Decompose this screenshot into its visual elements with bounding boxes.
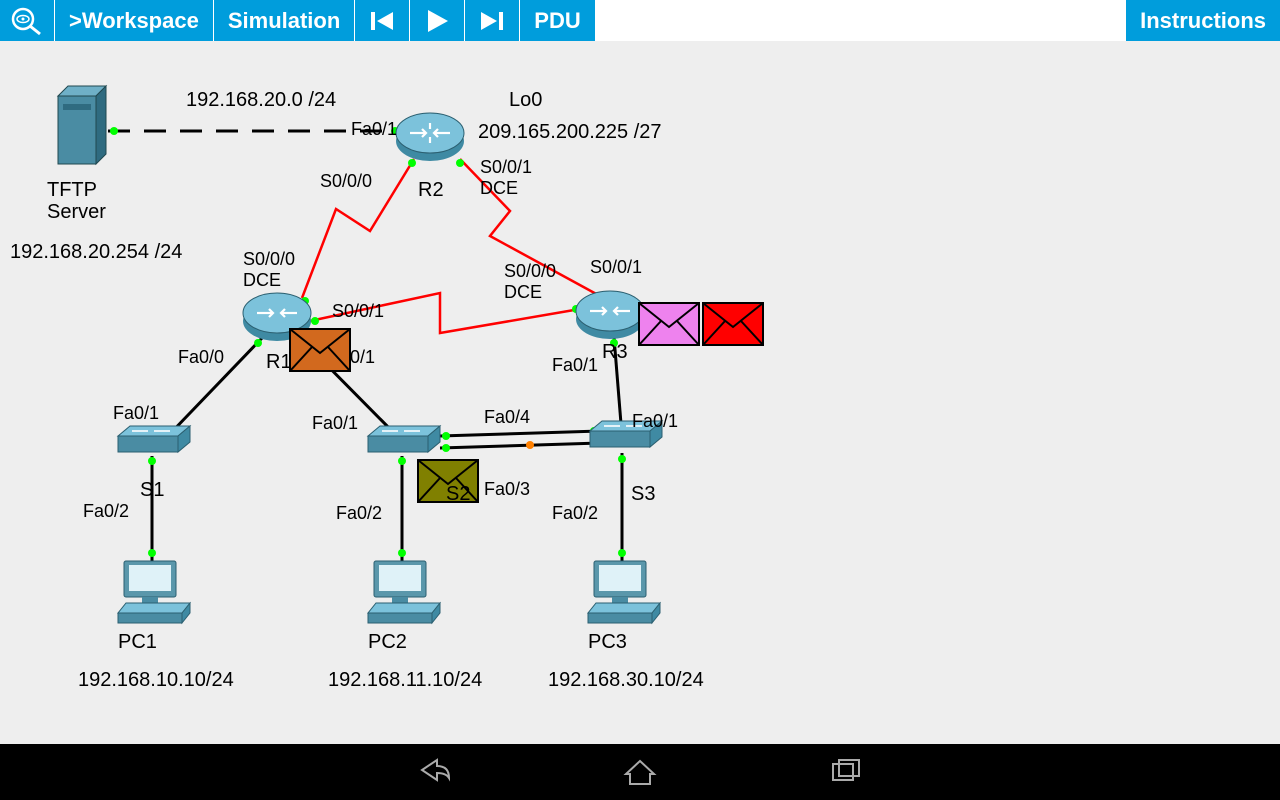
home-button[interactable] bbox=[622, 754, 658, 790]
port-r2-s001dce: S0/0/1 DCE bbox=[480, 157, 532, 199]
port-s3-fa01: Fa0/1 bbox=[632, 411, 678, 432]
port-s1-fa01: Fa0/1 bbox=[113, 403, 159, 424]
port-r1-s001: S0/0/1 bbox=[332, 301, 384, 322]
simulation-button[interactable]: Simulation bbox=[214, 0, 355, 41]
node-label-tftp2: Server bbox=[47, 201, 106, 224]
port-s2-fa01: Fa0/1 bbox=[312, 413, 358, 434]
device-pc2[interactable] bbox=[368, 561, 440, 623]
node-ip-pc2: 192.168.11.10/24 bbox=[328, 669, 482, 692]
device-s2[interactable] bbox=[368, 426, 440, 452]
home-icon bbox=[622, 754, 658, 790]
step-forward-button[interactable] bbox=[465, 0, 520, 41]
back-button[interactable] bbox=[416, 754, 452, 790]
pdu-orange[interactable] bbox=[290, 329, 350, 371]
step-forward-icon bbox=[479, 8, 505, 34]
topology-canvas[interactable]: 192.168.20.0 /24 TFTP Server 192.168.20.… bbox=[0, 41, 1280, 744]
port-r2-s000: S0/0/0 bbox=[320, 171, 372, 192]
port-s2-fa04: Fa0/4 bbox=[484, 407, 530, 428]
node-ip-pc3: 192.168.30.10/24 bbox=[548, 669, 704, 692]
node-label-s2: S2 bbox=[446, 483, 470, 506]
lo0-label: Lo0 bbox=[509, 89, 542, 112]
port-r1-fa01: 0/1 bbox=[350, 347, 375, 368]
android-navbar bbox=[0, 744, 1280, 800]
device-s1[interactable] bbox=[118, 426, 190, 452]
lo0-ip: 209.165.200.225 /27 bbox=[478, 121, 662, 144]
node-label-r3: R3 bbox=[602, 341, 628, 364]
workspace-button[interactable]: >Workspace bbox=[55, 0, 214, 41]
play-icon bbox=[424, 8, 450, 34]
pdu-magenta[interactable] bbox=[639, 303, 699, 345]
node-label-r2: R2 bbox=[418, 179, 444, 202]
device-tftp-server[interactable] bbox=[58, 86, 106, 164]
inspect-button[interactable] bbox=[0, 0, 55, 41]
node-label-pc2: PC2 bbox=[368, 631, 407, 654]
pdu-button[interactable]: PDU bbox=[520, 0, 595, 41]
device-pc3[interactable] bbox=[588, 561, 660, 623]
step-back-icon bbox=[369, 8, 395, 34]
node-label-s3: S3 bbox=[631, 483, 655, 506]
node-label-pc1: PC1 bbox=[118, 631, 157, 654]
pdu-red[interactable] bbox=[703, 303, 763, 345]
magnifier-eye-icon bbox=[10, 6, 44, 36]
port-r1-fa00: Fa0/0 bbox=[178, 347, 224, 368]
device-r3[interactable] bbox=[576, 291, 644, 339]
instructions-button[interactable]: Instructions bbox=[1125, 0, 1280, 41]
port-r3-s001: S0/0/1 bbox=[590, 257, 642, 278]
node-ip-pc1: 192.168.10.10/24 bbox=[78, 669, 234, 692]
recent-apps-button[interactable] bbox=[828, 754, 864, 790]
toolbar: >Workspace Simulation PDU Instructions bbox=[0, 0, 1280, 41]
recent-apps-icon bbox=[828, 754, 864, 790]
device-pc1[interactable] bbox=[118, 561, 190, 623]
node-ip-tftp: 192.168.20.254 /24 bbox=[10, 241, 182, 264]
node-label-s1: S1 bbox=[140, 479, 164, 502]
node-label-tftp1: TFTP bbox=[47, 179, 97, 202]
node-label-pc3: PC3 bbox=[588, 631, 627, 654]
port-r3-s000dce: S0/0/0 DCE bbox=[504, 261, 556, 303]
port-s2-fa02: Fa0/2 bbox=[336, 503, 382, 524]
play-button[interactable] bbox=[410, 0, 465, 41]
port-r2-fa01: Fa0/1 bbox=[351, 119, 397, 140]
network-diagram bbox=[0, 41, 1280, 744]
port-s2-fa03: Fa0/3 bbox=[484, 479, 530, 500]
net-label-tftp: 192.168.20.0 /24 bbox=[186, 89, 336, 112]
port-r1-s000dce: S0/0/0 DCE bbox=[243, 249, 295, 291]
node-label-r1: R1 bbox=[266, 351, 292, 374]
device-r2[interactable] bbox=[396, 113, 464, 161]
step-back-button[interactable] bbox=[355, 0, 410, 41]
port-s1-fa02: Fa0/2 bbox=[83, 501, 129, 522]
port-r3-fa01: Fa0/1 bbox=[552, 355, 598, 376]
port-s3-fa02: Fa0/2 bbox=[552, 503, 598, 524]
back-icon bbox=[416, 754, 452, 790]
